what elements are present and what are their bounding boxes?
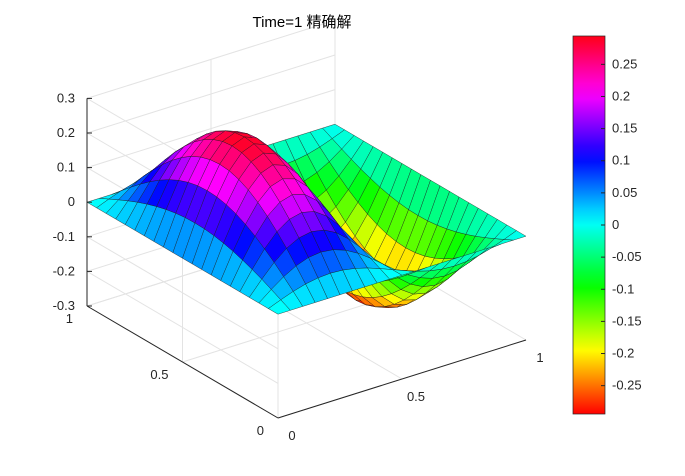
axes-3d: -0.3 -0.2 -0.1 0 0.1 0.2 0.3 0 0.5 1 0 0.5 1 [53,19,544,443]
colorbar-tick-label: 0.05 [612,185,637,200]
colorbar-ticks: -0.25 -0.2 -0.15 -0.1 -0.05 0 0.05 0.1 0.15 0.2 0.… [601,56,642,393]
z-tick-label: 0.2 [57,125,75,140]
x-axis-line [277,339,527,419]
colorbar-tick-label: -0.05 [612,249,642,264]
z-tick-label: 0.1 [57,160,75,175]
colorbar-tick-label: -0.15 [612,313,642,328]
colorbar-tick-label: -0.1 [612,281,634,296]
chart-title: Time=1 精确解 [252,14,351,31]
z-tick-label: 0.3 [57,90,75,105]
z-tick-label: -0.1 [53,229,75,244]
x-tick-label: 1 [536,350,543,365]
y-tick-label: 0 [257,423,264,438]
z-tick-label: 0 [68,194,75,209]
y-axis-line [86,305,279,419]
surface-patch [503,230,527,241]
y-tick-label: 1 [66,311,73,326]
colorbar-gradient [572,35,606,415]
y-tick-label: 0.5 [150,367,168,382]
z-tick-label: -0.3 [53,298,75,313]
colorbar-tick-label: 0.15 [612,121,637,136]
colorbar-tick-label: -0.25 [612,378,642,393]
z-tick-label: -0.2 [53,263,75,278]
colorbar-tick-label: -0.2 [612,346,634,361]
x-tick-label: 0.5 [407,389,425,404]
colorbar-tick-label: 0.25 [612,56,637,71]
colorbar-tick-label: 0.2 [612,88,630,103]
colorbar-tick-label: 0 [612,217,619,232]
colorbar: -0.25 -0.2 -0.15 -0.1 -0.05 0 0.05 0.1 0.15 0.2 0.… [572,35,642,415]
tick-labels: -0.3 -0.2 -0.1 0 0.1 0.2 0.3 0 0.5 1 0 0.5 1 [53,90,544,443]
colorbar-tick-label: 0.1 [612,153,630,168]
surface-plot [86,123,527,315]
x-tick-label: 0 [288,428,295,443]
